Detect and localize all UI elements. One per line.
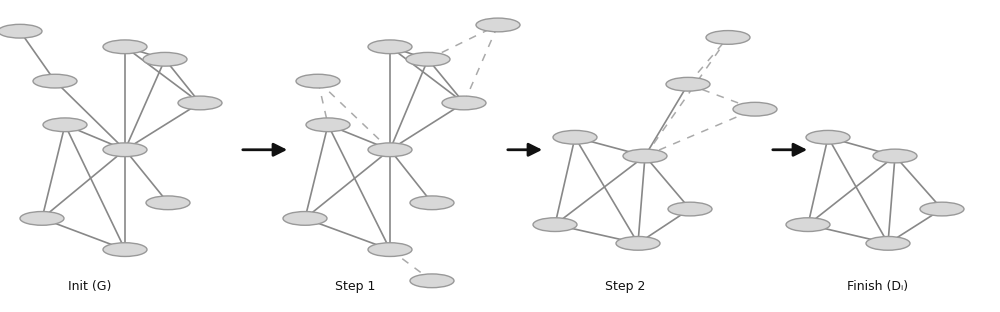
Circle shape	[733, 102, 777, 116]
Circle shape	[178, 96, 222, 110]
Circle shape	[668, 202, 712, 216]
Circle shape	[616, 236, 660, 250]
Circle shape	[442, 96, 486, 110]
Circle shape	[553, 130, 597, 144]
Circle shape	[786, 218, 830, 232]
Circle shape	[296, 74, 340, 88]
Circle shape	[146, 196, 190, 210]
Circle shape	[368, 243, 412, 256]
Circle shape	[33, 74, 77, 88]
Circle shape	[806, 130, 850, 144]
Circle shape	[866, 236, 910, 250]
Circle shape	[873, 149, 917, 163]
Circle shape	[103, 243, 147, 256]
Text: Step 1: Step 1	[335, 280, 375, 293]
Circle shape	[623, 149, 667, 163]
Circle shape	[666, 77, 710, 91]
Circle shape	[920, 202, 964, 216]
Circle shape	[103, 143, 147, 157]
Circle shape	[410, 274, 454, 288]
Circle shape	[143, 52, 187, 66]
Circle shape	[0, 24, 42, 38]
Circle shape	[43, 118, 87, 132]
Circle shape	[283, 212, 327, 225]
Circle shape	[533, 218, 577, 232]
Circle shape	[103, 40, 147, 54]
Text: Init (G): Init (G)	[68, 280, 112, 293]
Circle shape	[410, 196, 454, 210]
Circle shape	[368, 40, 412, 54]
Text: Finish (Dᵢ): Finish (Dᵢ)	[847, 280, 909, 293]
Text: Step 2: Step 2	[605, 280, 645, 293]
Circle shape	[476, 18, 520, 32]
Circle shape	[20, 212, 64, 225]
Circle shape	[368, 143, 412, 157]
Circle shape	[706, 31, 750, 44]
Circle shape	[406, 52, 450, 66]
Circle shape	[306, 118, 350, 132]
